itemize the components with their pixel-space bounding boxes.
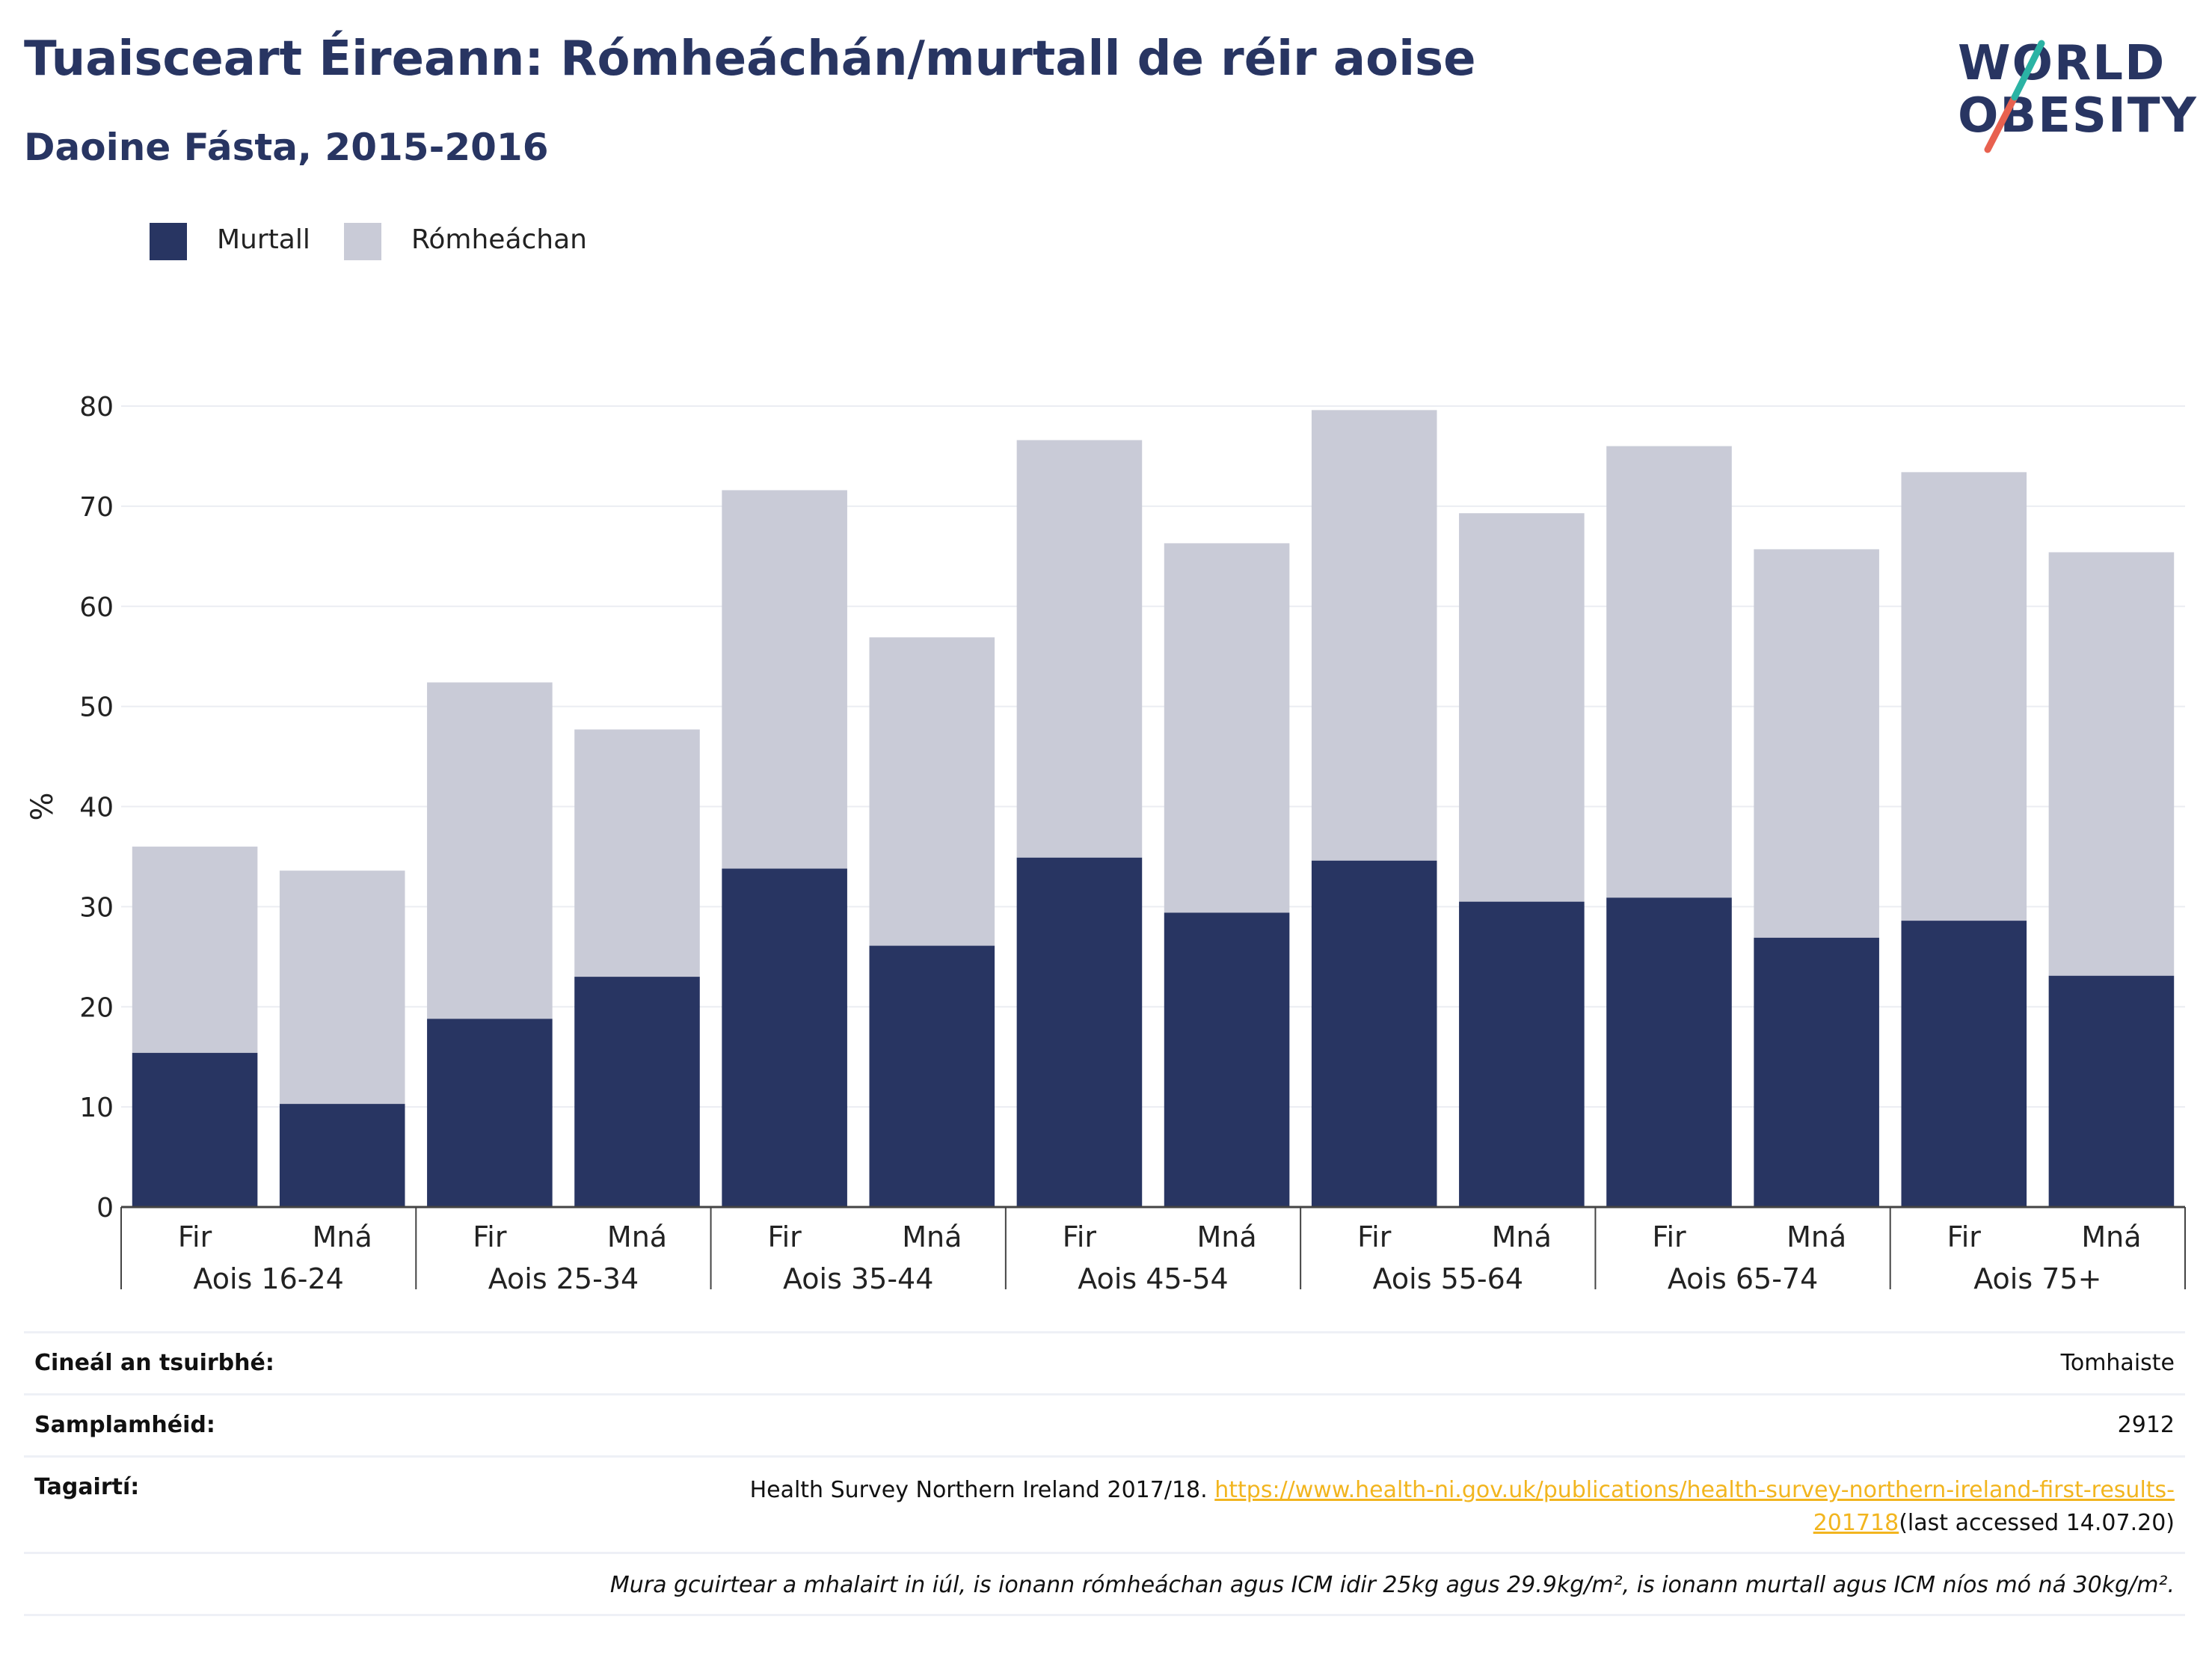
references-label: Tagairtí:: [34, 1474, 140, 1500]
y-tick-label: 60: [79, 592, 114, 623]
stacked-bar-chart: 0 10 20 30 40 50 60 70 80% Fir Mná Aois 16-24 Fir Mná…: [25, 392, 2186, 1295]
x-group-label: Aois 45-54: [1078, 1262, 1228, 1295]
y-tick-label: 70: [79, 492, 114, 523]
x-sub-label: Mná: [902, 1220, 962, 1253]
reference-link-continued[interactable]: 201718: [1813, 1510, 1899, 1536]
bar-romheachan: [132, 847, 258, 1053]
y-tick-label: 20: [79, 992, 114, 1023]
logo-line-1: WORLD: [1958, 36, 2166, 91]
legend-label-murtall: Murtall: [217, 224, 310, 255]
x-group-label: Aois 75+: [1973, 1262, 2101, 1295]
bar-romheachan: [574, 729, 700, 977]
y-tick-label: 0: [96, 1193, 114, 1223]
x-sub-label: Mná: [607, 1220, 667, 1253]
info-row-references: Tagairtí: Health Survey Northern Ireland…: [24, 1455, 2185, 1552]
bar-romheachan: [722, 490, 847, 869]
bar-murtall: [574, 977, 700, 1207]
bar-murtall: [1016, 857, 1143, 1207]
bar-murtall: [869, 945, 995, 1207]
logo-slash-icon: [1984, 40, 2045, 153]
sample-size-value: 2912: [2117, 1412, 2175, 1438]
y-tick-label: 30: [79, 892, 114, 923]
references-line-2: 201718(last accessed 14.07.20): [750, 1507, 2175, 1540]
x-sub-label: Fir: [1063, 1220, 1097, 1253]
legend-swatch-murtall: [150, 223, 187, 260]
x-sub-label: Fir: [1357, 1220, 1392, 1253]
x-sub-label: Fir: [473, 1220, 507, 1253]
legend-swatch-romheachan: [344, 223, 381, 260]
x-group-label: Aois 55-64: [1373, 1262, 1523, 1295]
x-sub-label: Fir: [1652, 1220, 1686, 1253]
survey-type-label: Cineál an tsuirbhé:: [34, 1350, 274, 1376]
y-tick-label: 40: [79, 793, 114, 823]
x-group-label: Aois 65-74: [1668, 1262, 1818, 1295]
y-tick-label: 80: [79, 392, 114, 423]
sample-size-label: Samplamhéid:: [34, 1412, 215, 1438]
x-sub-label: Fir: [178, 1220, 212, 1253]
survey-type-value: Tomhaiste: [2060, 1350, 2175, 1376]
bar-murtall: [1606, 897, 1732, 1207]
bar-murtall: [279, 1104, 405, 1207]
references-access-date: (last accessed 14.07.20): [1899, 1510, 2175, 1536]
bar-romheachan: [1754, 549, 1879, 938]
x-sub-label: Mná: [313, 1220, 372, 1253]
info-row-note: Mura gcuirtear a mhalairt in iúl, is ion…: [24, 1552, 2185, 1616]
y-axis-title: %: [25, 792, 60, 820]
bar-romheachan: [869, 637, 995, 946]
x-sub-label: Mná: [1492, 1220, 1552, 1253]
bar-murtall: [132, 1052, 258, 1207]
y-tick-label: 50: [79, 693, 114, 723]
bar-romheachan: [1459, 513, 1585, 902]
bmi-definition-note: Mura gcuirtear a mhalairt in iúl, is ion…: [609, 1572, 2175, 1598]
references-line-1: Health Survey Northern Ireland 2017/18. …: [750, 1474, 2175, 1507]
legend-label-romheachan: Rómheáchan: [411, 224, 588, 255]
bar-murtall: [1311, 860, 1437, 1207]
bar-murtall: [1901, 921, 2027, 1207]
bar-murtall: [722, 868, 847, 1207]
info-table: Cineál an tsuirbhé: Tomhaiste Samplamhéi…: [24, 1331, 2185, 1616]
bar-murtall: [1459, 901, 1585, 1207]
y-tick-label: 10: [79, 1093, 114, 1123]
x-group-label: Aois 25-34: [488, 1262, 639, 1295]
x-sub-label: Mná: [1196, 1220, 1256, 1253]
bar-murtall: [427, 1019, 553, 1207]
x-group-label: Aois 16-24: [193, 1262, 343, 1295]
bar-romheachan: [1901, 472, 2027, 921]
bar-murtall: [2048, 975, 2175, 1207]
bar-romheachan: [1164, 543, 1290, 913]
bar-murtall: [1754, 937, 1879, 1207]
bar-murtall: [1164, 912, 1290, 1207]
info-row-sample-size: Samplamhéid: 2912: [24, 1393, 2185, 1455]
bar-romheachan: [279, 871, 405, 1105]
references-text: Health Survey Northern Ireland 2017/18.: [749, 1477, 1208, 1503]
x-sub-label: Fir: [768, 1220, 802, 1253]
page-subtitle: Daoine Fásta, 2015-2016: [24, 126, 549, 169]
bar-romheachan: [1311, 410, 1437, 861]
bar-romheachan: [2048, 552, 2175, 976]
x-sub-label: Mná: [1787, 1220, 1846, 1253]
references-value: Health Survey Northern Ireland 2017/18. …: [750, 1474, 2175, 1540]
bar-romheachan: [1606, 446, 1732, 898]
x-group-label: Aois 35-44: [783, 1262, 933, 1295]
reference-link[interactable]: https://www.health-ni.gov.uk/publication…: [1214, 1477, 2175, 1503]
info-row-survey-type: Cineál an tsuirbhé: Tomhaiste: [24, 1331, 2185, 1393]
x-sub-label: Fir: [1947, 1220, 1982, 1253]
page-title: Tuaisceart Éireann: Rómheáchán/murtall d…: [24, 31, 1476, 87]
bar-romheachan: [427, 682, 553, 1019]
bar-romheachan: [1016, 440, 1143, 858]
world-obesity-logo: WORLD OBESITY: [1952, 22, 2196, 157]
x-sub-label: Mná: [2081, 1220, 2141, 1253]
